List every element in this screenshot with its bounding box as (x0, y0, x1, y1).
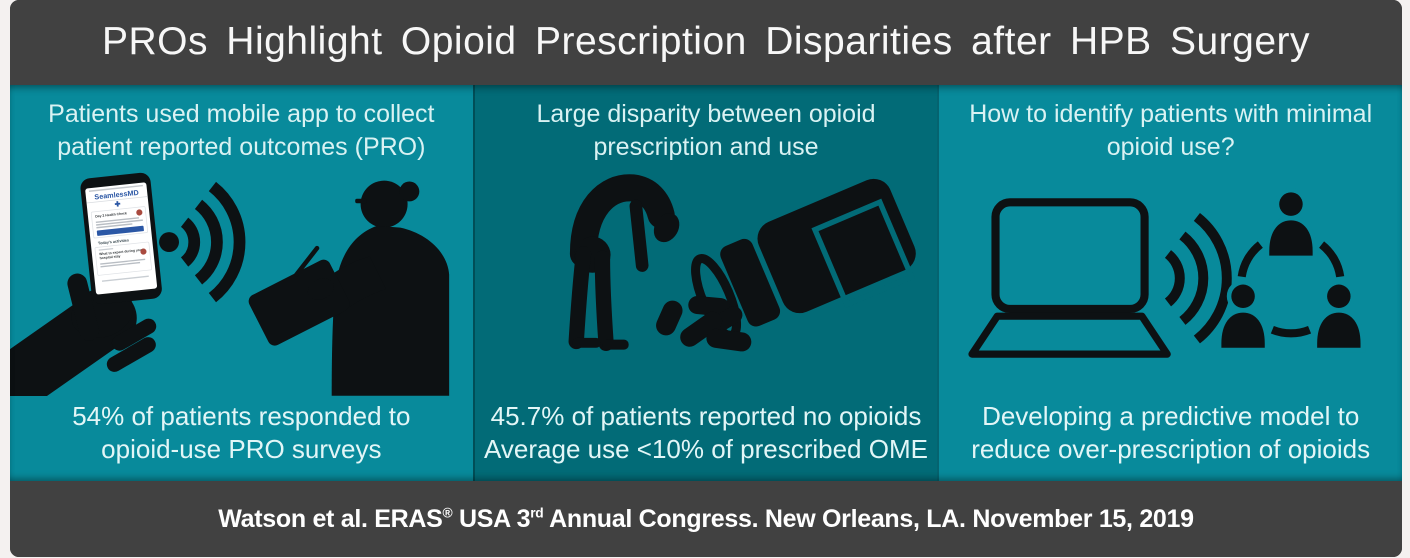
panel1-illustration: SeamlessMD Day 2 Health Check (10, 168, 473, 396)
mobile-pro-art: SeamlessMD Day 2 Health Check (10, 172, 450, 396)
patient-bent-over-icon (568, 174, 679, 351)
app-section-label: Today's activities (98, 238, 129, 245)
app-card1-badge-icon (136, 209, 143, 216)
app-card1-title: Day 2 Health Check (95, 211, 127, 218)
hand-holding-phone-icon: SeamlessMD Day 2 Health Check (10, 172, 162, 396)
spilled-pill-bottle-icon (655, 178, 916, 352)
content-columns: Patients used mobile app to collect pati… (10, 84, 1402, 482)
disparity-art (568, 174, 916, 352)
panel2-stat: 45.7% of patients reported no opioids Av… (484, 400, 928, 465)
panel1-stat: 54% of patients responded to opioid-use … (72, 400, 411, 465)
citation-seg-2: USA 3 (452, 504, 531, 533)
panel3-stat: Developing a predictive model to reduce … (971, 400, 1371, 465)
citation-band: Watson et al. ERAS® USA 3rd Annual Congr… (10, 481, 1402, 557)
title-band: PROs Highlight Opioid Prescription Dispa… (10, 0, 1402, 85)
clinician-clipboard-icon (248, 180, 450, 396)
computer-signal-icon (968, 198, 1233, 358)
panel-predictive-model: How to identify patients with minimal op… (937, 84, 1402, 482)
panel-disparity: Large disparity between opioid prescript… (472, 84, 938, 482)
app-card2-title-line1: What to expect during your (99, 247, 144, 256)
panel-mobile-pro: Patients used mobile app to collect pati… (10, 84, 473, 482)
app-primary-button (96, 225, 144, 236)
panel3-heading: How to identify patients with minimal op… (969, 99, 1373, 161)
team-network-icon (1222, 192, 1361, 347)
app-card2-badge-icon (140, 248, 147, 255)
visual-abstract-card: PROs Highlight Opioid Prescription Dispa… (10, 0, 1402, 557)
wireless-signal-icon (159, 181, 246, 303)
citation-seg-1: Watson et al. ERAS (218, 504, 443, 533)
panel2-heading: Large disparity between opioid prescript… (536, 99, 876, 161)
ordinal-suffix: rd (530, 505, 544, 521)
predictive-model-art (968, 168, 1402, 358)
citation-seg-3: Annual Congress. New Orleans, LA. Novemb… (543, 504, 1194, 533)
app-card2-title-line2: hospital stay (99, 254, 120, 260)
panel1-heading: Patients used mobile app to collect pati… (48, 99, 435, 161)
citation-text: Watson et al. ERAS® USA 3rd Annual Congr… (218, 505, 1194, 534)
page-title: PROs Highlight Opioid Prescription Dispa… (101, 20, 1311, 64)
registered-mark: ® (442, 505, 453, 521)
panel2-illustration (475, 168, 938, 396)
panel3-illustration (939, 168, 1402, 396)
